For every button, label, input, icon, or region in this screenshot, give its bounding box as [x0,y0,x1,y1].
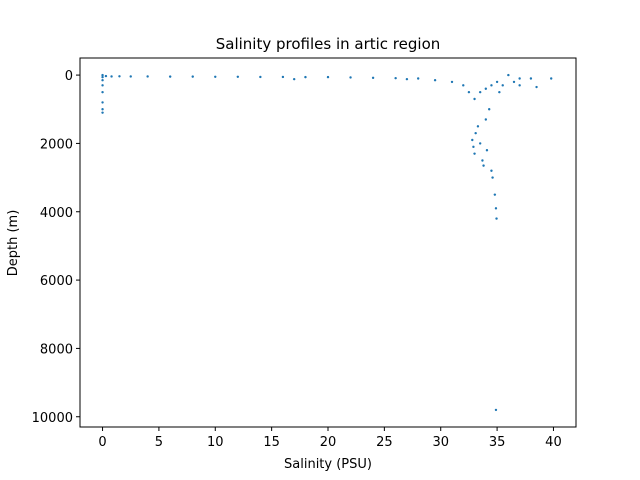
data-point [507,73,510,77]
data-point [349,76,352,79]
data-point [491,176,494,179]
data-point [146,75,149,78]
data-point [478,90,482,94]
chart-title: Salinity profiles in artic region [216,35,441,53]
data-point [104,74,108,78]
x-tick-label: 15 [263,435,280,450]
data-point [101,73,104,77]
x-tick-label: 5 [155,435,163,450]
data-point [495,80,499,84]
data-point [476,125,480,128]
data-point [467,90,471,94]
x-tick-label: 30 [432,435,449,450]
data-layer [101,73,553,412]
data-point [191,75,194,78]
data-point [495,217,498,220]
data-point [488,108,491,111]
data-point [101,90,104,94]
data-point [214,75,217,78]
data-point [101,111,104,114]
data-point [494,207,498,210]
data-point [129,75,132,78]
data-point [101,101,104,104]
x-tick-label: 35 [489,435,506,450]
data-point [473,152,476,155]
data-point [478,142,482,145]
data-point [490,84,493,87]
data-point [535,85,538,89]
data-point [473,97,476,101]
data-point [110,75,113,78]
y-tick-label: 8000 [40,342,73,357]
data-point [493,193,497,196]
data-point [236,75,240,78]
data-point [371,76,375,80]
x-tick-layer: 0 5 10 15 20 25 30 35 40 [98,427,562,450]
data-point [168,75,172,78]
data-point [304,75,307,79]
data-point [326,75,330,79]
data-point [485,149,489,152]
y-axis-label: Depth (m) [6,210,21,277]
data-point [101,108,104,111]
data-point [281,75,285,79]
y-tick-layer: 0 2000 4000 6000 8000 10000 [32,69,80,426]
y-tick-label: 0 [65,69,73,84]
x-tick-label: 10 [207,435,224,450]
data-point [433,79,437,82]
data-point [484,118,488,121]
data-point [462,84,465,87]
data-point [482,164,485,167]
data-point [259,75,262,79]
data-point [494,408,498,412]
y-tick-label: 6000 [40,274,73,289]
data-point [118,75,121,78]
data-point [101,84,104,87]
data-point [498,90,501,94]
data-point [501,84,504,87]
data-point [518,84,521,87]
x-axis-label: Salinity (PSU) [284,457,372,472]
y-tick-label: 10000 [32,411,73,426]
x-tick-label: 0 [98,435,106,450]
data-point [405,77,409,81]
data-point [472,145,475,149]
data-point [518,77,521,80]
y-tick-label: 4000 [40,206,73,221]
y-tick-label: 2000 [40,137,73,152]
data-point [416,77,420,80]
data-point [490,169,493,172]
data-point [292,77,296,81]
data-point [481,159,484,162]
data-point [450,80,454,84]
data-point [512,80,516,84]
plot-area-frame [79,57,577,428]
data-point [550,77,553,80]
data-point [101,75,104,79]
x-tick-label: 20 [320,435,337,450]
x-tick-label: 40 [545,435,562,450]
data-point [484,87,488,90]
data-point [471,138,474,142]
x-tick-label: 25 [376,435,393,450]
data-point [529,77,533,80]
data-point [394,76,397,80]
data-point [101,79,104,82]
data-point [474,131,477,135]
